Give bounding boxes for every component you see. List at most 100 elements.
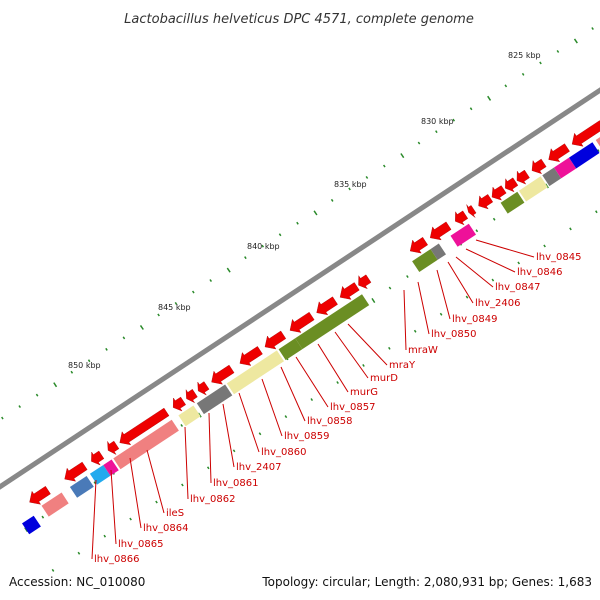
tick-mark (284, 415, 288, 419)
tick-mark (517, 261, 521, 265)
tick-mark (87, 359, 91, 363)
gene-box (196, 384, 233, 415)
cds-arrow (91, 450, 105, 466)
kbp-scale: 825 kbp 830 kbp 835 kbp 840 kbp 845 kbp … (68, 51, 541, 370)
tick-mark (53, 382, 58, 388)
gene-box (226, 350, 284, 395)
genome-summary: Topology: circular; Length: 2,080,931 bp… (262, 575, 592, 589)
tick-mark (491, 278, 495, 282)
tick-mark (155, 500, 158, 504)
tick-mark (180, 423, 184, 427)
tick-mark (244, 256, 247, 260)
gene-label-lhv-0849: lhv_0849 (452, 314, 497, 325)
gene-label-lhv-0847: lhv_0847 (495, 282, 540, 293)
genome-backbone (0, 87, 600, 490)
cds-arrow (119, 407, 170, 446)
tick-mark (388, 286, 392, 290)
callout-line (146, 449, 165, 514)
tick-mark (591, 27, 594, 31)
callout-line (465, 248, 516, 273)
tick-mark (452, 118, 456, 122)
callout-line (317, 343, 349, 393)
cds-arrow (264, 330, 287, 350)
gene-box (595, 137, 600, 147)
callout-line (91, 479, 97, 560)
gene-box (103, 459, 119, 476)
cds-arrow (478, 194, 494, 210)
gene-label-lhv-0860: lhv_0860 (261, 447, 306, 458)
tick-mark (313, 210, 318, 216)
cds-arrow (316, 296, 338, 316)
tick-mark (382, 164, 386, 168)
tick-mark (296, 221, 299, 225)
label-callouts (91, 239, 535, 560)
kbp-label-830: 830 kbp (421, 117, 454, 126)
tick-mark (77, 551, 81, 555)
tick-mark (539, 61, 542, 65)
cds-arrow (429, 221, 452, 241)
cds-arrow (107, 440, 120, 456)
tick-mark (181, 483, 184, 487)
cds-arrow (548, 143, 570, 162)
cds-arrow (172, 396, 186, 412)
gene-box (113, 419, 179, 470)
gene-box (41, 492, 69, 517)
cds-arrow (64, 461, 88, 482)
kbp-label-840: 840 kbp (247, 242, 280, 251)
gene-box (412, 249, 438, 272)
callout-line (295, 356, 329, 408)
gene-box (518, 176, 548, 202)
tick-mark (330, 198, 334, 202)
cds-arrow (531, 158, 547, 175)
cds-arrow (505, 177, 519, 193)
tick-mark (435, 130, 438, 134)
tick-mark (191, 290, 195, 294)
gene-label-lhv-0865: lhv_0865 (118, 539, 163, 550)
gene-label-lhv-0846: lhv_0846 (517, 267, 562, 278)
kbp-label-845: 845 kbp (158, 303, 191, 312)
tick-mark (103, 534, 107, 538)
tick-mark (41, 515, 45, 519)
tick-mark (122, 336, 126, 340)
gene-label-lhv-0859: lhv_0859 (284, 431, 329, 442)
gene-label-lhv-2406: lhv_2406 (475, 298, 520, 309)
tick-mark (388, 346, 391, 350)
tick-mark (336, 381, 339, 385)
tick-mark (573, 38, 578, 44)
gene-box (69, 476, 94, 498)
cds-arrow (409, 237, 428, 254)
cds-arrow (358, 274, 372, 290)
tick-mark (24, 527, 29, 533)
gene-label-murg: murG (350, 387, 378, 398)
tick-mark (226, 267, 231, 273)
gene-label-lhv-0850: lhv_0850 (431, 329, 476, 340)
gene-box (430, 243, 446, 260)
tick-mark (569, 227, 572, 231)
map-title: Lactobacillus helveticus DPC 4571, compl… (124, 12, 474, 27)
callout-line (110, 469, 117, 545)
gene-box (569, 142, 600, 169)
tick-mark (129, 517, 132, 521)
cds-arrow (197, 381, 210, 396)
gene-label-lhv-0866: lhv_0866 (94, 554, 139, 565)
tick-mark (1, 416, 4, 420)
tick-mark (504, 84, 508, 88)
tick-mark (597, 149, 600, 152)
tick-mark (348, 187, 351, 191)
gene-labels: lhv_0845 lhv_0846 lhv_0847 lhv_2406 lhv_… (94, 252, 581, 565)
cds-arrow (466, 204, 477, 218)
cds-arrow (339, 282, 360, 300)
tick-mark (310, 398, 314, 401)
tick-mark (439, 312, 443, 316)
tick-mark (258, 432, 262, 436)
tick-mark (400, 153, 405, 159)
callout-line (208, 412, 212, 484)
tick-mark (556, 49, 560, 53)
tick-mark (465, 295, 469, 299)
gene-label-lhv-0857: lhv_0857 (330, 402, 375, 413)
tick-mark (51, 568, 55, 572)
callout-line (455, 256, 494, 288)
gene-features (22, 120, 600, 535)
callout-line (447, 261, 474, 304)
gene-label-lhv-0862: lhv_0862 (190, 494, 235, 505)
